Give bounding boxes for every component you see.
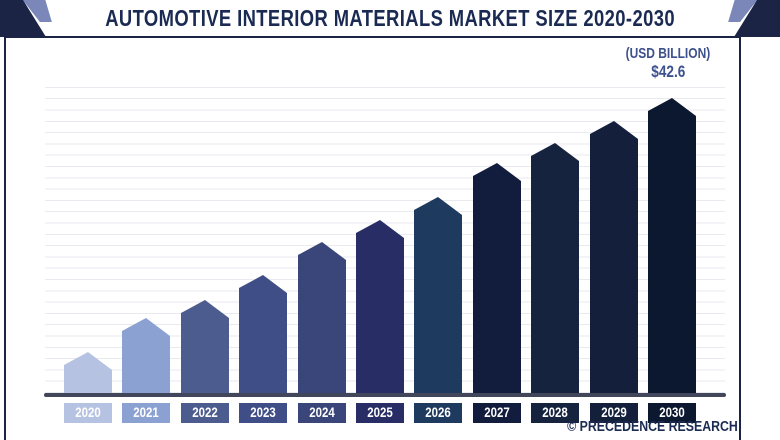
bar-2024	[298, 242, 346, 393]
x-label-2024: 2024	[298, 403, 346, 423]
x-label-2028: 2028	[531, 403, 579, 423]
bar-2027	[473, 163, 521, 393]
x-label-2021: 2021	[122, 403, 170, 423]
x-axis-line	[44, 393, 726, 397]
x-label-2020: 2020	[64, 403, 112, 423]
page-title: AUTOMOTIVE INTERIOR MATERIALS MARKET SIZ…	[0, 3, 780, 33]
bars-container	[64, 98, 696, 393]
corner-decoration-right	[714, 0, 780, 37]
value-annotation: (USD BILLION) $42.6	[568, 45, 768, 81]
x-label-2027: 2027	[473, 403, 521, 423]
bar-2028	[531, 143, 579, 393]
value-label-2030: $42.6	[650, 62, 686, 81]
bar-2022	[181, 300, 229, 393]
unit-label: (USD BILLION)	[625, 45, 711, 62]
x-label-2022: 2022	[181, 403, 229, 423]
x-label-2026: 2026	[414, 403, 462, 423]
x-label-2023: 2023	[239, 403, 287, 423]
x-label-2029: 2029	[590, 403, 638, 423]
page-title-text: AUTOMOTIVE INTERIOR MATERIALS MARKET SIZ…	[105, 5, 675, 31]
bar-2023	[239, 275, 287, 393]
bar-2030	[648, 98, 696, 393]
x-label-2030: 2030	[648, 403, 696, 423]
bar-2026	[414, 197, 462, 393]
chart-frame	[4, 36, 741, 440]
bar-2029	[590, 121, 638, 393]
bar-2025	[356, 220, 404, 393]
bar-2021	[122, 318, 170, 393]
brand-footer: © PRECEDENCE RESEARCH	[567, 419, 738, 435]
x-label-2025: 2025	[356, 403, 404, 423]
corner-decoration-left	[0, 0, 66, 37]
